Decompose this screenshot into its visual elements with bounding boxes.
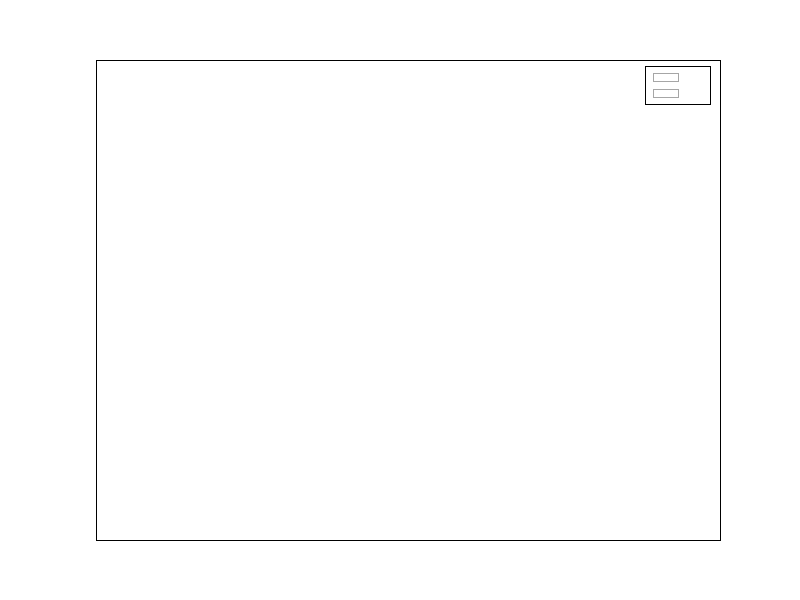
axes-frame [96, 60, 721, 541]
legend-swatch-fp [653, 89, 679, 98]
legend-swatch-tp [653, 73, 679, 82]
plot-area [96, 60, 721, 541]
legend [645, 66, 711, 105]
legend-entry-tp [653, 73, 703, 82]
legend-entry-fp [653, 89, 703, 98]
